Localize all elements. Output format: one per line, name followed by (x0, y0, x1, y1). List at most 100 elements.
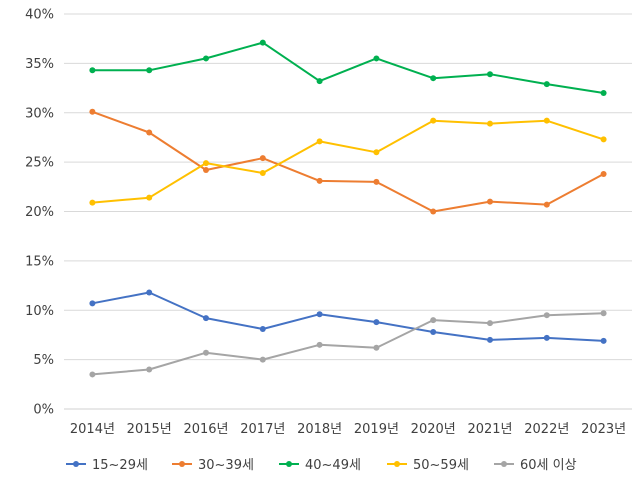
data-point (543, 334, 550, 341)
series-2 (89, 108, 607, 215)
data-point (487, 336, 493, 343)
data-point (487, 71, 493, 78)
data-point (259, 39, 266, 46)
data-point (316, 341, 323, 348)
x-tick-label: 2016년 (183, 422, 228, 437)
y-tick-label: 40% (25, 8, 54, 23)
data-point (146, 289, 153, 296)
legend-item: 15~29세 (66, 458, 148, 473)
legend-marker (394, 461, 400, 467)
data-point (543, 117, 550, 124)
data-point (373, 344, 380, 351)
legend-label: 30~39세 (198, 458, 254, 473)
series-line (92, 110, 605, 213)
series-1 (89, 289, 607, 344)
data-point (600, 310, 607, 317)
data-point (316, 138, 323, 145)
data-point (430, 317, 437, 324)
series-line (92, 41, 604, 94)
data-point (203, 315, 209, 322)
data-point (430, 328, 437, 335)
data-point (89, 371, 96, 378)
data-point (373, 319, 380, 326)
data-point (146, 194, 153, 201)
x-tick-label: 2014년 (70, 422, 115, 437)
series-line (92, 312, 604, 376)
legend-marker (286, 461, 292, 467)
y-tick-label: 15% (25, 254, 54, 269)
data-point (487, 120, 493, 127)
y-tick-label: 5% (33, 353, 54, 368)
data-point (373, 178, 380, 185)
x-tick-label: 2022년 (524, 422, 569, 437)
y-tick-label: 0% (33, 403, 54, 418)
x-tick-label: 2018년 (297, 422, 342, 437)
series-4 (89, 117, 607, 206)
y-tick-label: 35% (25, 57, 54, 72)
series-line (92, 291, 604, 342)
data-point (259, 356, 266, 363)
legend-label: 40~49세 (305, 458, 361, 473)
data-point (203, 160, 209, 167)
data-point (600, 90, 607, 96)
legend-label: 50~59세 (413, 458, 469, 473)
series-lines (89, 39, 607, 378)
data-point (487, 198, 493, 205)
data-point (89, 300, 96, 307)
data-point (430, 208, 437, 215)
data-point (146, 67, 153, 74)
y-tick-label: 30% (25, 106, 54, 121)
data-point (487, 320, 493, 327)
data-point (600, 170, 607, 177)
series-5 (89, 310, 607, 378)
y-tick-label: 25% (25, 156, 54, 171)
data-point (89, 199, 96, 206)
legend-marker (179, 461, 185, 467)
data-point (203, 349, 209, 356)
legend-marker (501, 461, 507, 467)
x-tick-label: 2017년 (240, 422, 285, 437)
data-point (259, 155, 266, 162)
x-tick-label: 2023년 (581, 422, 626, 437)
series-3 (89, 39, 607, 96)
data-point (146, 129, 153, 136)
x-axis-ticks: 2014년 2015년 2016년 2017년 2018년 2019년 2020년 2021년… (70, 422, 626, 437)
data-point (373, 55, 380, 62)
legend-item: 40~49세 (279, 458, 361, 473)
legend: 15~29세 30~39세 40~49세 50~59세 60세 이상 (66, 458, 577, 473)
data-point (600, 136, 607, 143)
data-point (373, 149, 380, 156)
series-line (92, 119, 604, 204)
x-tick-label: 2019년 (354, 422, 399, 437)
data-point (89, 67, 96, 74)
data-point (89, 108, 96, 115)
y-axis-ticks: 0% 5% 10% 15% 20% 25% 30% 35% 40% (25, 8, 54, 418)
data-point (430, 117, 437, 124)
legend-item: 60세 이상 (494, 458, 577, 473)
x-tick-label: 2021년 (467, 422, 512, 437)
data-point (600, 337, 607, 344)
data-point (543, 312, 550, 319)
legend-item: 50~59세 (387, 458, 469, 473)
x-tick-label: 2015년 (127, 422, 172, 437)
grid-lines (64, 13, 632, 410)
y-tick-label: 20% (25, 205, 54, 220)
legend-marker (73, 461, 79, 467)
data-point (430, 75, 437, 82)
legend-label: 15~29세 (92, 458, 148, 473)
data-point (316, 78, 323, 85)
data-point (543, 201, 550, 208)
data-point (316, 177, 323, 184)
data-point (316, 311, 323, 318)
x-tick-label: 2020년 (411, 422, 456, 437)
data-point (203, 167, 209, 174)
y-tick-label: 10% (25, 304, 54, 319)
data-point (146, 366, 153, 373)
data-point (543, 81, 550, 88)
data-point (259, 326, 266, 333)
legend-label: 60세 이상 (520, 458, 577, 473)
data-point (259, 169, 266, 176)
legend-item: 30~39세 (172, 458, 254, 473)
